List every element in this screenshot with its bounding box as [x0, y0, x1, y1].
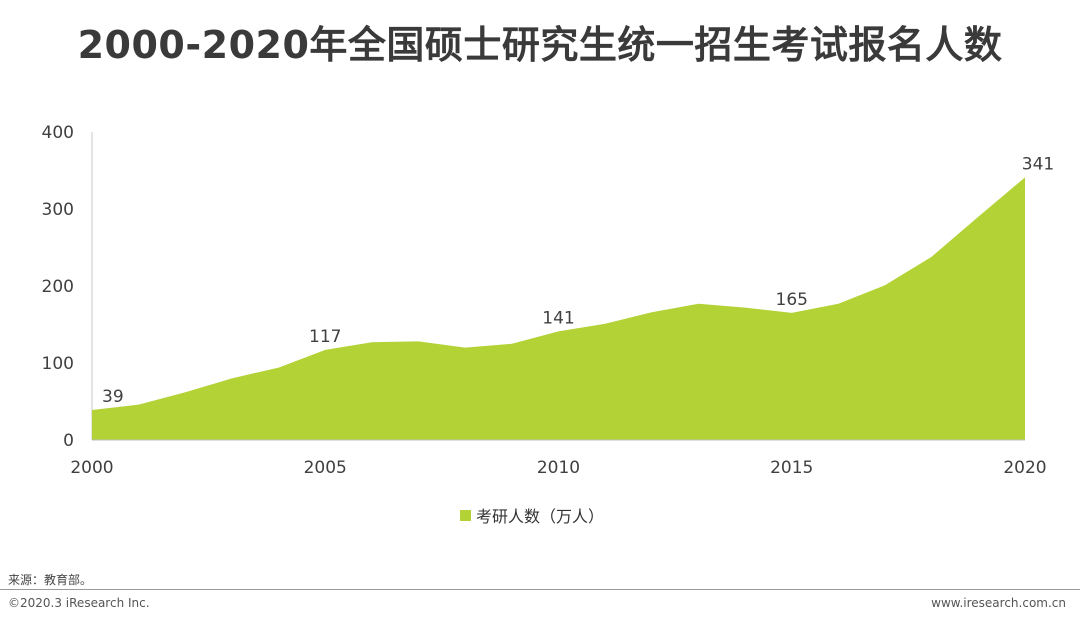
legend-swatch — [460, 509, 471, 521]
x-axis-ticks: 2000 2005 2010 2015 2020 — [70, 458, 1046, 478]
data-label: 39 — [102, 387, 124, 407]
y-axis-ticks: 0 100 200 300 400 — [42, 123, 74, 451]
y-tick-label: 100 — [42, 354, 74, 374]
data-label: 341 — [1022, 154, 1054, 174]
chart-title: 2000-2020年全国硕士研究生统一招生考试报名人数 — [77, 23, 1003, 67]
data-label: 117 — [309, 327, 341, 347]
data-label: 141 — [542, 308, 574, 328]
copyright-text: ©2020.3 iResearch Inc. — [8, 596, 150, 610]
x-tick-label: 2005 — [304, 458, 347, 478]
legend-label: 考研人数（万人） — [476, 507, 605, 526]
footer-divider — [0, 589, 1080, 590]
y-tick-label: 200 — [42, 277, 74, 297]
data-labels: 39 117 141 165 341 — [102, 154, 1054, 407]
area-series-fill — [92, 177, 1025, 440]
y-tick-label: 300 — [42, 200, 74, 220]
y-tick-label: 400 — [42, 123, 74, 143]
x-tick-label: 2020 — [1003, 458, 1046, 478]
site-url: www.iresearch.com.cn — [931, 596, 1066, 610]
x-tick-label: 2015 — [770, 458, 813, 478]
source-note: 来源：教育部。 — [8, 573, 93, 587]
y-tick-label: 0 — [63, 431, 74, 451]
legend: 考研人数（万人） — [460, 503, 604, 527]
x-tick-label: 2000 — [70, 458, 113, 478]
area-chart: 0 100 200 300 400 2000 2005 2010 2015 2020 39 117… — [42, 123, 1055, 478]
data-label: 165 — [776, 290, 808, 310]
x-tick-label: 2010 — [537, 458, 580, 478]
